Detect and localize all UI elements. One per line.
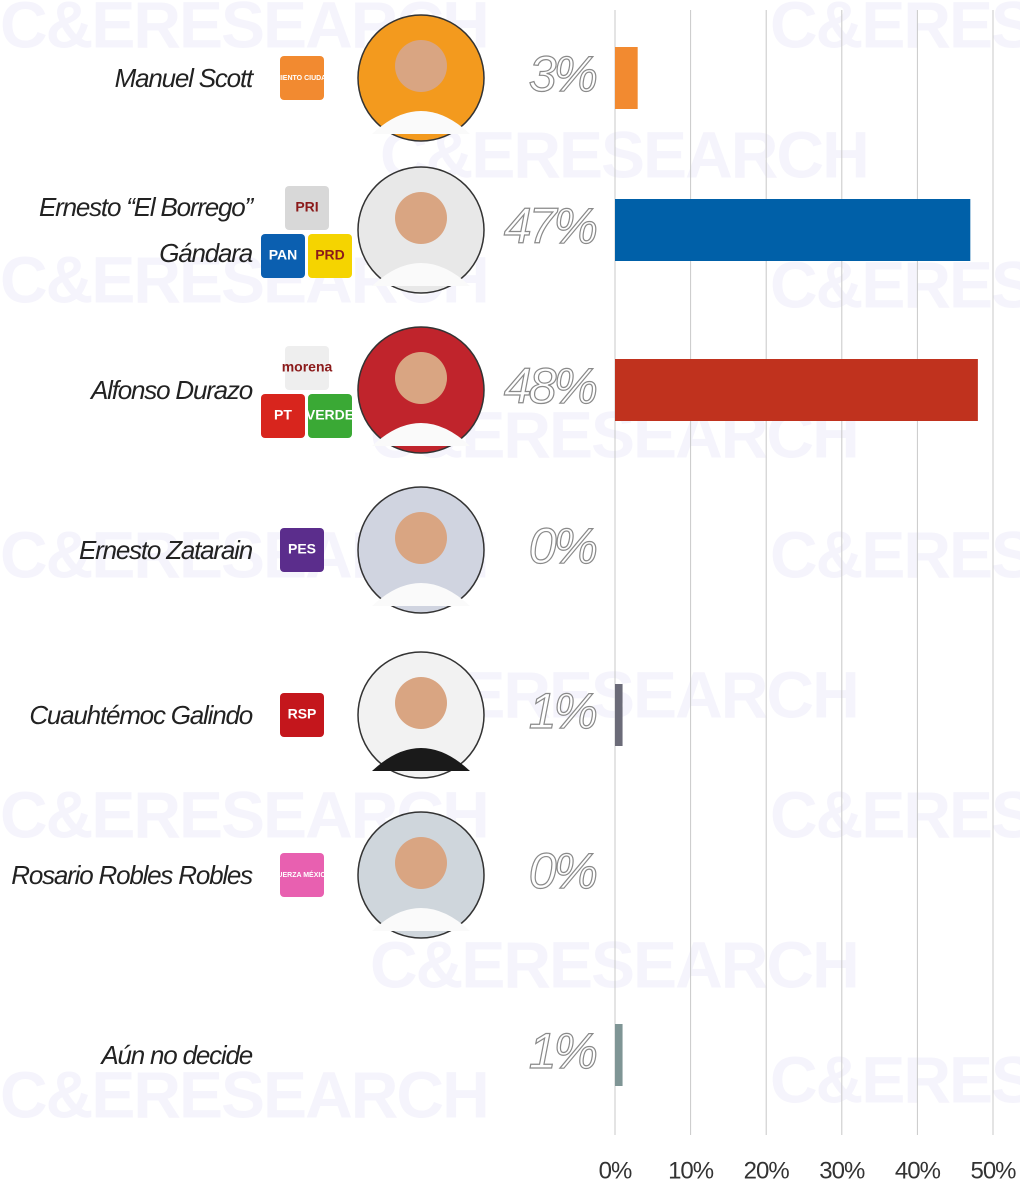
party-logo-label: PAN <box>269 247 298 263</box>
party-logo <box>285 186 329 230</box>
x-tick-label: 0% <box>599 1157 632 1184</box>
x-tick-label: 30% <box>819 1157 865 1184</box>
party-logo <box>285 346 329 390</box>
watermark: C&ERESEARCH <box>770 0 1020 61</box>
party-logo-label: morena <box>282 359 333 375</box>
party-logo-label: MOVIMIENTO CIUDADANO <box>257 75 347 82</box>
category-label: Ernesto Zatarain <box>78 535 253 565</box>
party-logo <box>261 394 305 438</box>
photo-shoulders <box>372 908 470 931</box>
party-logo <box>280 56 324 100</box>
bar <box>615 47 638 109</box>
party-logo <box>308 234 352 278</box>
category-label: Aún no decide <box>101 1040 253 1070</box>
photo-face <box>395 352 447 404</box>
category-label: Manuel Scott <box>114 63 254 93</box>
party-logo-label: RSP <box>288 706 317 722</box>
x-tick-label: 40% <box>895 1157 941 1184</box>
party-logo-label: PES <box>288 541 316 557</box>
party-logo-label: VERDE <box>306 407 354 423</box>
party-logo <box>280 693 324 737</box>
photo-shoulders <box>372 423 470 446</box>
photo-face <box>395 40 447 92</box>
watermark: C&ERESEARCH <box>770 1042 1020 1116</box>
photo-face <box>395 512 447 564</box>
x-tick-label: 50% <box>970 1157 1016 1184</box>
value-label: 47% <box>504 198 597 254</box>
party-logo <box>280 853 324 897</box>
photo-shoulders <box>372 263 470 286</box>
bar <box>615 1024 623 1086</box>
party-logo <box>280 528 324 572</box>
category-label: Cuauhtémoc Galindo <box>29 700 253 730</box>
party-logo-label: PT <box>274 407 292 423</box>
value-label: 1% <box>529 683 597 739</box>
party-logo-label: PRD <box>315 247 345 263</box>
x-tick-label: 20% <box>744 1157 790 1184</box>
category-label: Rosario Robles Robles <box>11 860 253 890</box>
category-label: Alfonso Durazo <box>91 375 253 405</box>
party-logo-label: FUERZA MÉXICO <box>273 870 331 879</box>
party-logo <box>261 234 305 278</box>
photo-face <box>395 837 447 889</box>
watermark: C&ERESEARCH <box>0 1057 488 1131</box>
party-logo-label: PRI <box>295 199 318 215</box>
category-label: Ernesto “El Borrego” Gándara <box>39 192 253 268</box>
value-label: 1% <box>529 1023 597 1079</box>
party-logo <box>308 394 352 438</box>
watermark: C&ERESEARCH <box>370 927 858 1001</box>
value-label: 48% <box>504 358 597 414</box>
bar <box>615 199 971 261</box>
bar <box>615 359 978 421</box>
value-label: 0% <box>529 843 597 899</box>
photo-shoulders <box>372 748 470 771</box>
bar <box>615 684 623 746</box>
watermark: C&ERESEARCH <box>770 517 1020 591</box>
photo-shoulders <box>372 111 470 134</box>
value-label: 0% <box>529 518 597 574</box>
watermark: C&ERESEARCH <box>770 777 1020 851</box>
x-tick-label: 10% <box>668 1157 714 1184</box>
photo-face <box>395 192 447 244</box>
value-label: 3% <box>529 46 597 102</box>
photo-shoulders <box>372 583 470 606</box>
photo-face <box>395 677 447 729</box>
